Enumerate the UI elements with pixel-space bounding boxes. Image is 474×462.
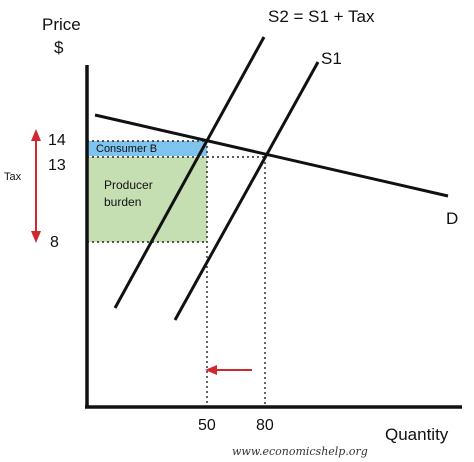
quantity-tick-50: 50 bbox=[198, 417, 216, 434]
demand-curve bbox=[94, 113, 449, 198]
y-axis-title: Price bbox=[42, 15, 81, 34]
y-axis-unit: $ bbox=[54, 38, 64, 57]
curve-s2-label: S2 = S1 + Tax bbox=[268, 7, 375, 26]
producer-burden-label-line2: burden bbox=[104, 195, 141, 209]
supply-curve-s2 bbox=[113, 36, 266, 309]
consumer-burden-area bbox=[87, 141, 207, 156]
tax-arrow bbox=[31, 129, 41, 243]
price-tick-13: 13 bbox=[48, 157, 66, 174]
curve-d-label: D bbox=[446, 209, 458, 228]
x-axis-title: Quantity bbox=[385, 425, 449, 444]
quantity-tick-80: 80 bbox=[256, 417, 274, 434]
tax-label: Tax bbox=[4, 171, 22, 183]
quantity-reduction-arrow bbox=[205, 365, 252, 375]
supply-curve-s1 bbox=[173, 61, 320, 321]
producer-burden-label-line1: Producer bbox=[104, 178, 153, 192]
curve-s1-label: S1 bbox=[321, 49, 342, 68]
axes bbox=[85, 65, 462, 409]
price-tick-8: 8 bbox=[50, 234, 59, 251]
watermark-url: www.economicshelp.org bbox=[232, 445, 368, 458]
guide-lines bbox=[87, 140, 266, 405]
price-tick-14: 14 bbox=[48, 132, 66, 149]
consumer-burden-label: Consumer B bbox=[96, 143, 157, 155]
producer-burden-area bbox=[87, 157, 207, 242]
